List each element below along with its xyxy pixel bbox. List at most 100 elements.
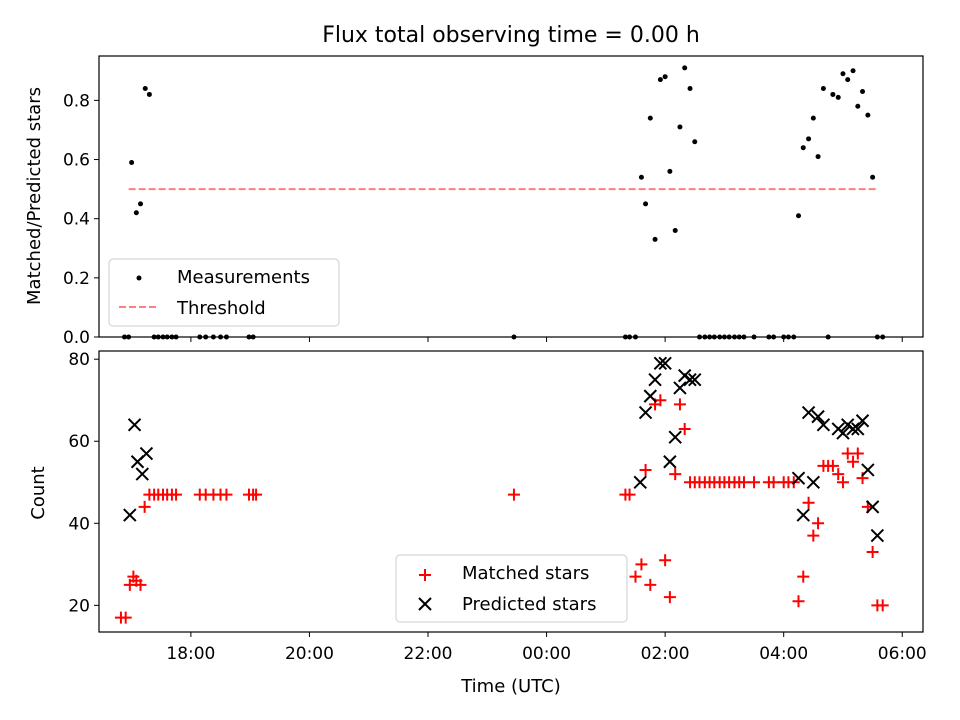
count-y-tick-label: 80 — [68, 350, 90, 370]
count-y-axis-label: Count — [28, 466, 49, 519]
ratio-y-tick-label: 0.8 — [63, 91, 90, 111]
predicted-stars-point — [816, 418, 831, 432]
measurements-point — [810, 115, 816, 121]
x-tick-label: 20:00 — [285, 644, 334, 664]
matched-stars-point — [639, 463, 652, 476]
ratio-axes-frame — [98, 55, 924, 338]
matched-stars-point — [123, 578, 136, 591]
count-y-ticks: 20 40 60 80 — [68, 350, 99, 616]
matched-stars-point — [797, 570, 810, 583]
measurements-point — [647, 115, 653, 121]
measurements-point — [806, 136, 812, 142]
x-axis-label: Time (UTC) — [460, 676, 561, 697]
measurements-point — [672, 228, 678, 234]
matched-stars-point — [841, 447, 854, 460]
measurements-legend-label: Measurements — [177, 267, 310, 288]
count-legend: Matched stars Predicted stars — [395, 554, 628, 623]
measurements-point — [662, 74, 668, 80]
matched-stars-point — [673, 398, 686, 411]
matched-stars-legend-marker — [419, 569, 431, 581]
predicted-stars-point — [861, 463, 875, 477]
ratio-marks — [121, 65, 886, 340]
ratio-panel: 0.00.20.40.60.8 Matched/Predicted stars … — [24, 55, 924, 348]
ratio-legend: Measurements Threshold — [108, 258, 340, 327]
matched-stars-point — [629, 570, 642, 583]
matched-stars-point — [807, 529, 820, 542]
measurements-point — [687, 86, 693, 92]
matched-stars-point — [669, 468, 682, 481]
predicted-stars-point — [683, 373, 697, 387]
measurements-point — [845, 77, 851, 83]
measurements-point — [129, 159, 135, 165]
measurements-point — [850, 68, 856, 74]
measurements-point — [657, 77, 663, 83]
measurements-point — [865, 112, 871, 118]
measurements-point — [652, 236, 658, 242]
x-tick-label: 02:00 — [641, 644, 690, 664]
ratio-y-tick-label: 0.0 — [63, 328, 90, 348]
predicted-stars-point — [127, 418, 142, 432]
predicted-stars-point — [653, 356, 668, 371]
predicted-stars-point — [139, 446, 154, 461]
ratio-y-axis-label: Matched/Predicted stars — [24, 87, 45, 305]
predicted-stars-point — [658, 356, 672, 371]
predicted-stars-point — [668, 430, 682, 444]
predicted-stars-point — [663, 455, 677, 469]
measurements-point — [682, 65, 688, 71]
predicted-stars-point — [643, 389, 658, 403]
measurements-point — [667, 168, 673, 174]
x-tick-label: 22:00 — [404, 644, 453, 664]
matched-stars-point — [836, 476, 849, 489]
count-y-tick-label: 60 — [68, 432, 90, 452]
count-panel: 20 40 60 80 18:00 20:00 22:00 00:00 02:00 04:00 0… — [28, 350, 927, 697]
predicted-stars-point — [836, 426, 850, 440]
ratio-y-tick-label: 0.4 — [63, 210, 90, 230]
matched-stars-point — [220, 488, 233, 501]
threshold-legend-label: Threshold — [176, 298, 266, 319]
chart-title: Flux total observing time = 0.00 h — [322, 23, 700, 48]
measurements-point — [800, 145, 806, 151]
matched-stars-point — [767, 476, 780, 489]
matched-stars-point — [635, 558, 648, 571]
measurements-point — [870, 174, 876, 180]
x-tick-label: 06:00 — [878, 644, 927, 664]
matched-stars-point — [134, 578, 147, 591]
measurements-point — [643, 201, 649, 207]
matched-stars-point — [851, 447, 864, 460]
predicted-stars-point — [865, 500, 880, 514]
matched-stars-point — [654, 394, 667, 407]
count-marks — [114, 356, 889, 624]
predicted-stars-point — [673, 381, 687, 395]
matched-stars-point — [866, 546, 879, 559]
matched-stars-point — [748, 476, 761, 489]
matched-stars-point — [832, 468, 845, 481]
predicted-stars-point — [135, 467, 149, 481]
measurements-point — [860, 88, 866, 94]
ratio-y-ticks: 0.0 0.2 0.4 0.6 0.8 — [63, 91, 99, 348]
matched-stars-point — [737, 476, 750, 489]
measurements-point — [835, 94, 841, 100]
matched-stars-point — [847, 455, 860, 468]
measurements-point — [146, 91, 152, 97]
x-tick-label: 00:00 — [522, 644, 571, 664]
ratio-y-tick-label: 0.6 — [63, 151, 90, 171]
measurements-point — [830, 91, 836, 97]
matched-stars-point — [659, 554, 672, 567]
predicted-stars-point — [801, 405, 816, 420]
count-axes-frame — [98, 350, 924, 633]
count-y-tick-label: 20 — [68, 596, 90, 616]
measurements-point — [855, 103, 861, 109]
x-tick-label: 04:00 — [759, 644, 808, 664]
matched-stars-point — [138, 500, 151, 513]
measurements-point — [133, 210, 139, 216]
matched-stars-point — [507, 488, 520, 501]
predicted-stars-point — [806, 475, 821, 489]
measurements-point — [820, 86, 826, 92]
measurements-point — [142, 86, 148, 92]
predicted-stars-point — [633, 475, 647, 489]
ratio-y-tick-label: 0.2 — [63, 269, 90, 289]
predicted-stars-point — [688, 373, 702, 387]
measurements-point — [692, 139, 698, 145]
ratio-legend-box — [108, 258, 340, 327]
matched-stars-point — [792, 595, 805, 608]
